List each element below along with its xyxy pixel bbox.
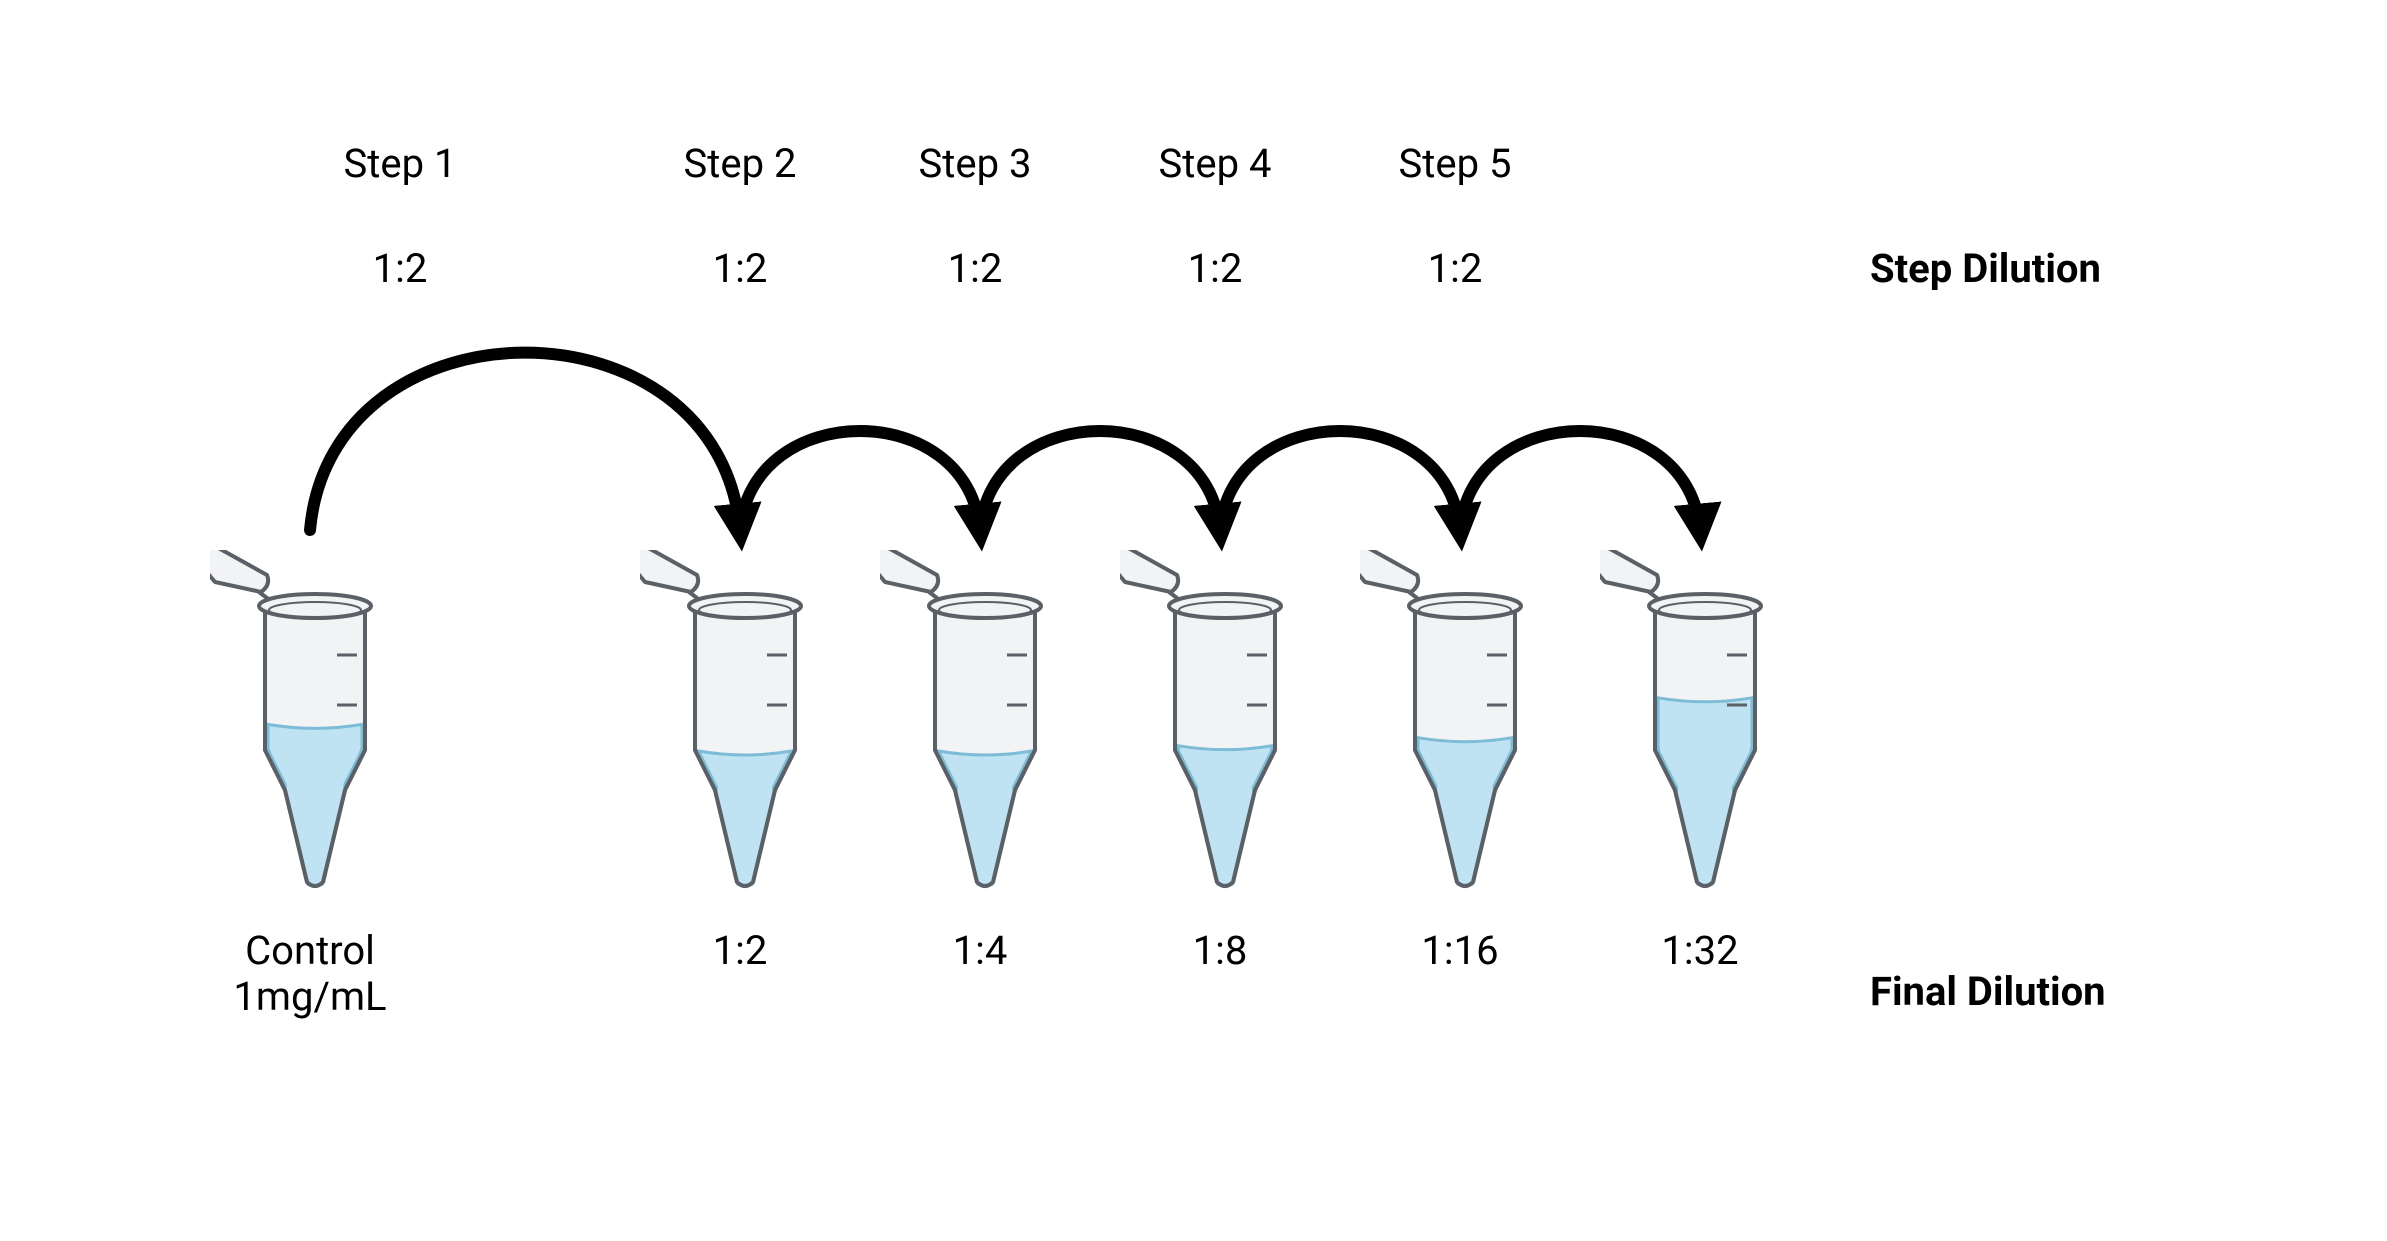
transfer-arrow-3 [980,431,1220,530]
final-label-4: 1:16 [1320,928,1600,974]
label-final-dilution: Final Dilution [1870,968,2106,1015]
serial-dilution-diagram: Control1mg/mL1:21:41:81:161:32Step 11:2S… [0,0,2387,1241]
tube-2 [880,550,1080,910]
step-label-4: Step 4 [1115,140,1315,187]
transfer-arrow-1 [310,353,740,530]
tube-control [210,550,410,910]
step-ratio-3: 1:2 [915,245,1035,292]
transfer-arrow-4 [1220,431,1460,530]
final-label-3: 1:8 [1080,928,1360,974]
transfer-arrow-5 [1460,431,1700,530]
tube-5 [1600,550,1800,910]
tube-3 [1120,550,1320,910]
final-label-1: 1:2 [600,928,880,974]
tube-1 [640,550,840,910]
step-label-2: Step 2 [640,140,840,187]
step-ratio-5: 1:2 [1395,245,1515,292]
label-step-dilution: Step Dilution [1870,245,2101,292]
step-label-3: Step 3 [875,140,1075,187]
step-ratio-1: 1:2 [340,245,460,292]
final-label-2: 1:4 [840,928,1120,974]
step-label-5: Step 5 [1355,140,1555,187]
final-label-control: Control1mg/mL [170,928,450,1020]
step-label-1: Step 1 [300,140,500,187]
final-label-5: 1:32 [1560,928,1840,974]
tube-4 [1360,550,1560,910]
step-ratio-4: 1:2 [1155,245,1275,292]
step-ratio-2: 1:2 [680,245,800,292]
transfer-arrow-2 [740,431,980,530]
